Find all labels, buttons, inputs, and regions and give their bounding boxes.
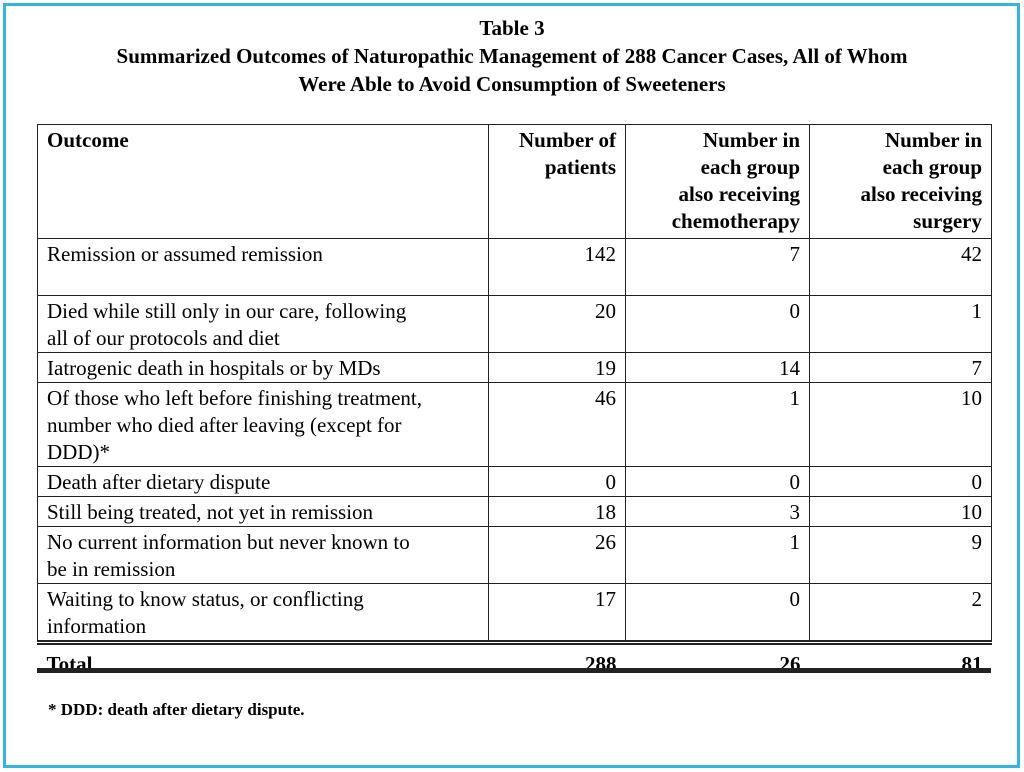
total-row: Total 288 26 81 [37,640,992,687]
outcome-line: Died while still only in our care, follo… [47,299,407,323]
outcome-line: information [47,614,147,638]
chemo-cell: 1 [625,382,810,467]
surgery-cell: 1 [809,295,992,353]
patients-cell: 20 [488,295,626,353]
patients-cell: 17 [488,583,626,643]
patients-cell: 18 [488,496,626,527]
outcome-line: DDD)* [47,440,110,464]
outcome-line: number who died after leaving (except fo… [47,413,402,437]
outcome-cell: Of those who left before finishing treat… [37,382,489,467]
surgery-cell: 10 [809,382,992,467]
header-line: surgery [913,209,982,233]
outcome-cell: Waiting to know status, or conflicting i… [37,583,489,643]
outcome-cell: Still being treated, not yet in remissio… [37,496,489,527]
outcome-cell: Iatrogenic death in hospitals or by MDs [37,352,489,383]
outcomes-table: Outcome Number of patients Number in eac… [37,124,992,687]
header-line: patients [544,155,616,179]
document-frame [3,3,1020,768]
header-line: Outcome [47,128,129,152]
outcome-cell: No current information but never known t… [37,526,489,584]
surgery-cell: 7 [809,352,992,383]
table-row: Of those who left before finishing treat… [37,382,992,467]
header-chemotherapy: Number in each group also receiving chem… [625,124,810,239]
table-row: Death after dietary dispute 0 0 0 [37,466,992,497]
table-row: Died while still only in our care, follo… [37,295,992,353]
header-line: Number in [702,128,800,152]
chemo-cell: 0 [625,295,810,353]
outcome-cell: Death after dietary dispute [37,466,489,497]
header-line: chemotherapy [671,209,800,233]
header-line: also receiving [678,182,800,206]
table-number: Table 3 [479,16,545,40]
chemo-cell: 3 [625,496,810,527]
patients-cell: 26 [488,526,626,584]
surgery-cell: 9 [809,526,992,584]
outcome-line: Iatrogenic death in hospitals or by MDs [47,356,381,380]
total-label: Total [37,640,489,687]
chemo-cell: 1 [625,526,810,584]
header-patients: Number of patients [488,124,626,239]
header-line: each group [882,155,982,179]
outcome-line: Death after dietary dispute [47,470,271,494]
header-line: Number of [518,128,616,152]
outcome-line: be in remission [47,557,176,581]
header-outcome: Outcome [37,124,489,239]
chemo-cell: 0 [625,466,810,497]
surgery-cell: 42 [809,238,992,296]
surgery-cell: 10 [809,496,992,527]
patients-cell: 0 [488,466,626,497]
table-header-row: Outcome Number of patients Number in eac… [37,124,992,239]
total-surgery: 81 [809,640,992,687]
table-row: Iatrogenic death in hospitals or by MDs … [37,352,992,383]
table-row: Remission or assumed remission 142 7 42 [37,238,992,296]
footnote: * DDD: death after dietary dispute. [48,700,305,719]
table-row: Waiting to know status, or conflicting i… [37,583,992,643]
outcome-cell: Died while still only in our care, follo… [37,295,489,353]
header-line: also receiving [860,182,982,206]
outcome-line: No current information but never known t… [47,530,410,554]
header-surgery: Number in each group also receiving surg… [809,124,992,239]
table-row: Still being treated, not yet in remissio… [37,496,992,527]
outcome-cell: Remission or assumed remission [37,238,489,296]
patients-cell: 46 [488,382,626,467]
outcome-line: Waiting to know status, or conflicting [47,587,364,611]
header-line: each group [700,155,800,179]
patients-cell: 19 [488,352,626,383]
outcome-line: all of our protocols and diet [47,326,280,350]
chemo-cell: 0 [625,583,810,643]
header-line: Number in [884,128,982,152]
total-chemo: 26 [625,640,810,687]
table-title-line-1: Summarized Outcomes of Naturopathic Mana… [116,44,908,68]
table-title-line-2: Were Able to Avoid Consumption of Sweete… [298,72,726,96]
outcome-line: Of those who left before finishing treat… [47,386,422,410]
chemo-cell: 7 [625,238,810,296]
surgery-cell: 0 [809,466,992,497]
table-row: No current information but never known t… [37,526,992,584]
table-bottom-rule [37,668,991,673]
total-patients: 288 [488,640,626,687]
outcome-line: Still being treated, not yet in remissio… [47,500,374,524]
chemo-cell: 14 [625,352,810,383]
surgery-cell: 2 [809,583,992,643]
outcome-line: Remission or assumed remission [47,242,323,266]
patients-cell: 142 [488,238,626,296]
